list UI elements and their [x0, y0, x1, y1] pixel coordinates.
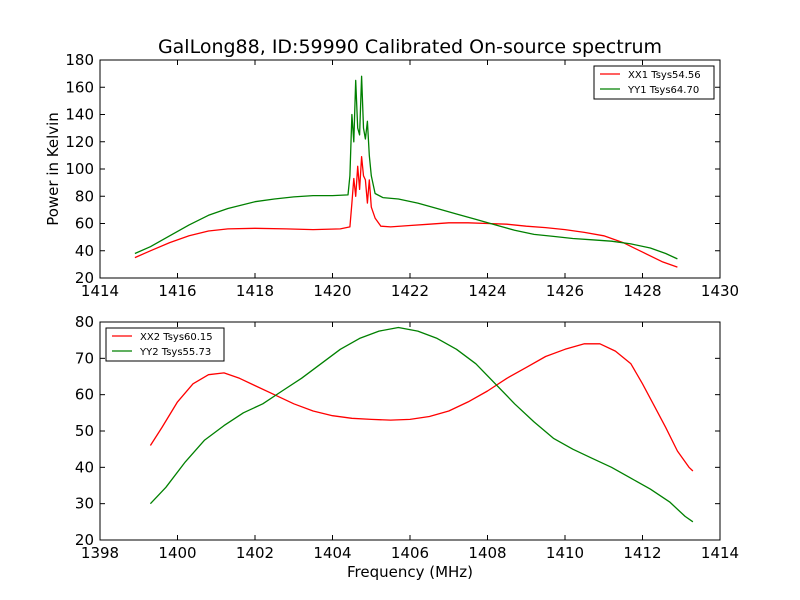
- bottom-y-tick-label: 40: [75, 458, 94, 476]
- top-series-line-1: [134, 156, 678, 268]
- top-x-tick-label: 1420: [313, 282, 351, 300]
- top-legend-box: [593, 65, 715, 100]
- top-y-tick-label: 20: [75, 269, 94, 287]
- bottom-x-axis-label: Frequency (MHz): [347, 563, 473, 581]
- top-x-tick-label: 1430: [701, 282, 739, 300]
- top-x-tick-label: 1418: [236, 282, 274, 300]
- top-legend-label-2: YY1 Tsys64.70: [627, 85, 699, 96]
- bottom-y-tick-label: 60: [75, 386, 94, 404]
- top-x-tick-label: 1422: [391, 282, 429, 300]
- bottom-x-tick-label: 1402: [236, 544, 274, 562]
- bottom-x-tick-label: 1398: [81, 544, 119, 562]
- top-series-line-2: [134, 75, 678, 260]
- bottom-series-line-1: [149, 343, 694, 472]
- bottom-y-tick-label: 20: [75, 531, 94, 549]
- bottom-x-tick-label: 1404: [313, 544, 351, 562]
- bottom-plot: 1398 1400 1402 1404 1406 1408 1410 1412 1414 20 30…: [75, 313, 739, 581]
- bottom-x-tick-label: 1410: [546, 544, 584, 562]
- top-legend: XX1 Tsys54.56 YY1 Tsys64.70: [593, 65, 715, 100]
- bottom-series-line-2: [149, 326, 694, 523]
- top-plot-lines: [134, 75, 678, 268]
- top-axis-ticks: 1414 1416 1418 1420 1422 1424 1426 1428 1430 20 40…: [65, 51, 739, 300]
- bottom-legend: XX2 Tsys60.15 YY2 Tsys55.73: [105, 327, 225, 362]
- top-x-tick-label: 1426: [546, 282, 584, 300]
- top-y-tick-label: 140: [65, 106, 94, 124]
- top-y-tick-label: 180: [65, 51, 94, 69]
- bottom-x-tick-label: 1400: [158, 544, 196, 562]
- top-x-tick-label: 1424: [468, 282, 506, 300]
- top-x-tick-label: 1428: [623, 282, 661, 300]
- bottom-y-tick-label: 70: [75, 349, 94, 367]
- bottom-x-tick-label: 1408: [468, 544, 506, 562]
- bottom-y-tick-label: 30: [75, 495, 94, 513]
- bottom-y-tick-label: 50: [75, 422, 94, 440]
- bottom-y-tick-label: 80: [75, 313, 94, 331]
- chart-title: GalLong88, ID:59990 Calibrated On-source…: [158, 36, 662, 58]
- top-y-tick-label: 160: [65, 78, 94, 96]
- top-plot: 1414 1416 1418 1420 1422 1424 1426 1428 1430 20 40…: [44, 51, 739, 300]
- bottom-x-tick-label: 1414: [701, 544, 739, 562]
- bottom-plot-lines: [149, 326, 694, 523]
- top-y-tick-label: 40: [75, 242, 94, 260]
- top-plot-frame: [99, 59, 721, 279]
- top-y-tick-label: 80: [75, 187, 94, 205]
- bottom-legend-label-2: YY2 Tsys55.73: [139, 347, 211, 358]
- bottom-legend-label-1: XX2 Tsys60.15: [140, 332, 213, 343]
- bottom-x-tick-label: 1406: [391, 544, 429, 562]
- top-legend-label-1: XX1 Tsys54.56: [628, 70, 701, 81]
- top-x-tick-label: 1414: [81, 282, 119, 300]
- bottom-plot-frame: [99, 321, 721, 541]
- bottom-legend-box: [105, 327, 225, 362]
- bottom-x-tick-label: 1412: [623, 544, 661, 562]
- top-x-tick-label: 1416: [158, 282, 196, 300]
- top-y-axis-label: Power in Kelvin: [44, 112, 62, 226]
- top-y-tick-label: 100: [65, 160, 94, 178]
- top-y-tick-label: 60: [75, 215, 94, 233]
- top-y-tick-label: 120: [65, 133, 94, 151]
